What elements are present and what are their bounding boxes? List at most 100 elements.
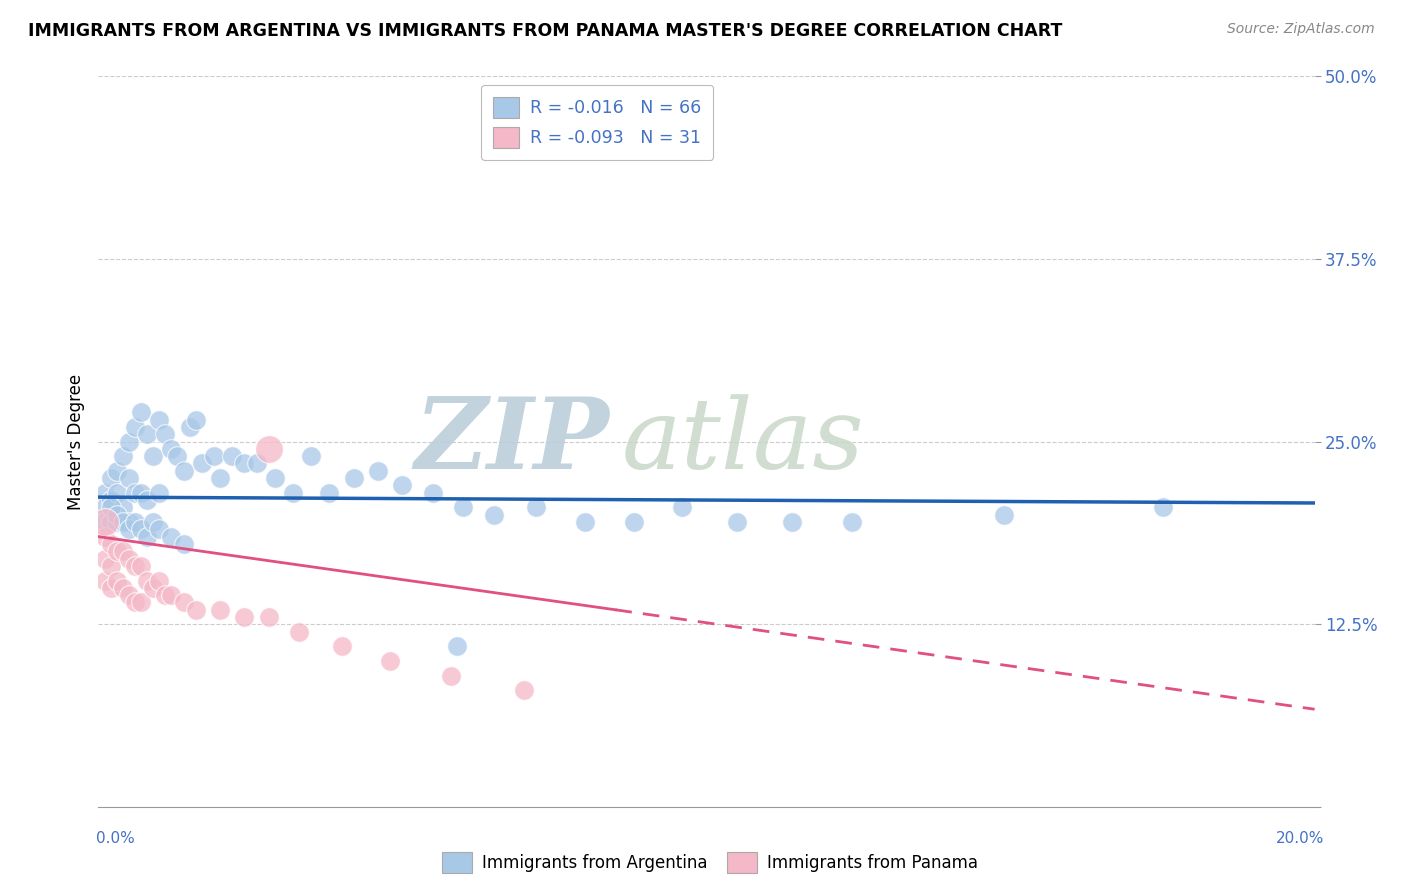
Point bbox=[780, 515, 803, 529]
Point bbox=[155, 588, 177, 602]
Point bbox=[93, 530, 115, 544]
Point bbox=[100, 515, 122, 529]
Point bbox=[111, 500, 134, 515]
Point bbox=[118, 551, 141, 566]
Legend: Immigrants from Argentina, Immigrants from Panama: Immigrants from Argentina, Immigrants fr… bbox=[434, 846, 986, 880]
Text: ZIP: ZIP bbox=[415, 393, 609, 490]
Point bbox=[105, 485, 128, 500]
Point bbox=[129, 558, 152, 573]
Point bbox=[93, 515, 115, 529]
Point bbox=[136, 493, 159, 508]
Point bbox=[440, 668, 463, 682]
Point bbox=[318, 485, 340, 500]
Point bbox=[179, 420, 201, 434]
Point bbox=[209, 471, 232, 485]
Point bbox=[993, 508, 1015, 522]
Point bbox=[281, 485, 304, 500]
Point bbox=[100, 537, 122, 551]
Text: 0.0%: 0.0% bbox=[96, 831, 135, 846]
Point bbox=[93, 485, 115, 500]
Point bbox=[111, 449, 134, 463]
Point bbox=[118, 522, 141, 536]
Legend: R = -0.016   N = 66, R = -0.093   N = 31: R = -0.016 N = 66, R = -0.093 N = 31 bbox=[481, 85, 713, 160]
Text: 20.0%: 20.0% bbox=[1277, 831, 1324, 846]
Point bbox=[129, 405, 152, 419]
Point bbox=[93, 500, 115, 515]
Point bbox=[111, 581, 134, 595]
Point bbox=[100, 471, 122, 485]
Point bbox=[671, 500, 693, 515]
Point bbox=[142, 581, 165, 595]
Point bbox=[446, 640, 468, 654]
Point bbox=[202, 449, 225, 463]
Point bbox=[129, 595, 152, 609]
Point bbox=[136, 530, 159, 544]
Point bbox=[1152, 500, 1174, 515]
Point bbox=[380, 654, 402, 668]
Point bbox=[422, 485, 444, 500]
Point bbox=[105, 574, 128, 588]
Point bbox=[118, 471, 141, 485]
Point bbox=[124, 595, 146, 609]
Point bbox=[524, 500, 547, 515]
Point bbox=[129, 522, 152, 536]
Y-axis label: Master's Degree: Master's Degree bbox=[66, 374, 84, 509]
Point bbox=[105, 515, 128, 529]
Point bbox=[257, 442, 280, 456]
Point bbox=[453, 500, 475, 515]
Point bbox=[160, 442, 183, 456]
Point bbox=[391, 478, 413, 492]
Point bbox=[100, 500, 122, 515]
Point bbox=[191, 457, 214, 471]
Point bbox=[118, 434, 141, 449]
Point bbox=[263, 471, 285, 485]
Point bbox=[118, 588, 141, 602]
Point bbox=[330, 640, 353, 654]
Point bbox=[209, 603, 232, 617]
Point bbox=[100, 581, 122, 595]
Point bbox=[105, 464, 128, 478]
Point bbox=[124, 515, 146, 529]
Point bbox=[100, 558, 122, 573]
Text: IMMIGRANTS FROM ARGENTINA VS IMMIGRANTS FROM PANAMA MASTER'S DEGREE CORRELATION : IMMIGRANTS FROM ARGENTINA VS IMMIGRANTS … bbox=[28, 22, 1063, 40]
Point bbox=[482, 508, 505, 522]
Point bbox=[160, 530, 183, 544]
Point bbox=[148, 574, 170, 588]
Point bbox=[184, 603, 207, 617]
Point bbox=[725, 515, 748, 529]
Point bbox=[173, 595, 195, 609]
Point bbox=[136, 427, 159, 442]
Point bbox=[155, 427, 177, 442]
Point bbox=[513, 683, 536, 698]
Point bbox=[288, 624, 311, 639]
Point bbox=[245, 457, 267, 471]
Point bbox=[148, 412, 170, 426]
Point bbox=[136, 574, 159, 588]
Point bbox=[124, 420, 146, 434]
Point bbox=[118, 515, 141, 529]
Text: Source: ZipAtlas.com: Source: ZipAtlas.com bbox=[1227, 22, 1375, 37]
Point bbox=[111, 515, 134, 529]
Point bbox=[221, 449, 243, 463]
Point bbox=[142, 515, 165, 529]
Point bbox=[574, 515, 596, 529]
Point bbox=[184, 412, 207, 426]
Point bbox=[105, 544, 128, 558]
Point bbox=[257, 610, 280, 624]
Point bbox=[148, 485, 170, 500]
Point bbox=[93, 515, 115, 529]
Point bbox=[93, 551, 115, 566]
Point bbox=[142, 449, 165, 463]
Point bbox=[343, 471, 366, 485]
Point bbox=[100, 493, 122, 508]
Point bbox=[111, 544, 134, 558]
Point bbox=[623, 515, 645, 529]
Text: atlas: atlas bbox=[621, 394, 865, 489]
Point bbox=[166, 449, 188, 463]
Point bbox=[233, 610, 256, 624]
Point bbox=[124, 485, 146, 500]
Point bbox=[173, 464, 195, 478]
Point bbox=[129, 485, 152, 500]
Point bbox=[124, 558, 146, 573]
Point bbox=[841, 515, 863, 529]
